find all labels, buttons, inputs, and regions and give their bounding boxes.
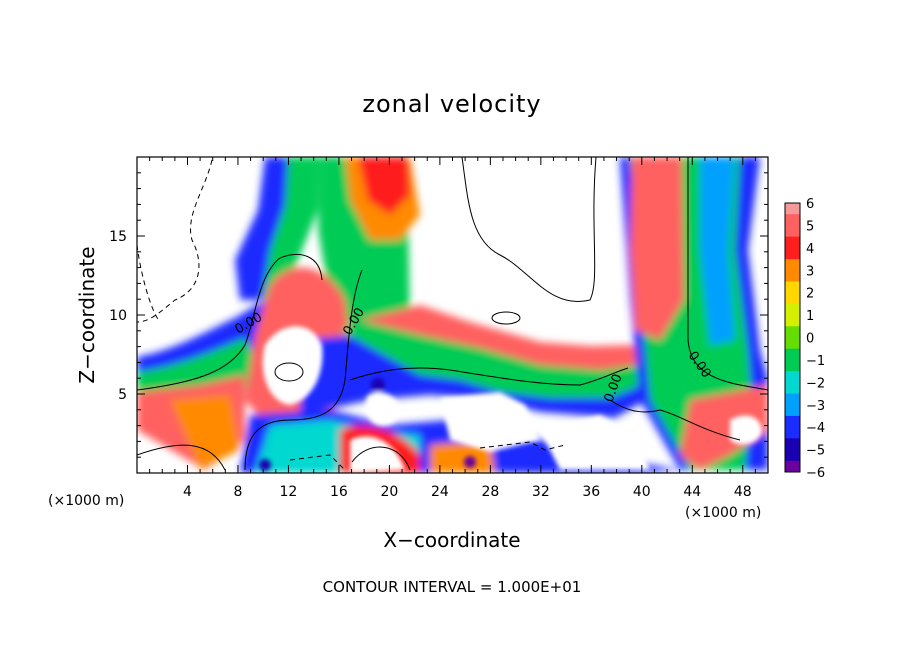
dashed-contours (137, 159, 566, 471)
colorbar-label: −1 (806, 354, 825, 369)
x-tick-labels: 4 8 12 16 20 24 28 32 36 40 44 48 (183, 484, 752, 500)
colorbar-label: 2 (806, 287, 814, 302)
chart-title: zonal velocity (362, 90, 541, 118)
colorbar-label: 6 (806, 197, 814, 212)
colorbar-swatch (785, 348, 800, 361)
x-tick-label: 12 (280, 484, 298, 500)
colorbar-swatch (785, 337, 800, 350)
colorbar-swatch (785, 326, 800, 338)
x-tick-label: 44 (683, 484, 701, 500)
x-axis-unit-right: (×1000 m) (685, 505, 761, 521)
x-tick-label: 36 (582, 484, 600, 500)
colorbar-swatch (785, 438, 800, 451)
colorbar-label: 0 (806, 332, 814, 347)
colorbar-label: −3 (806, 399, 825, 414)
colorbar-swatch (785, 247, 800, 260)
contour-interval-footer: CONTOUR INTERVAL = 1.000E+01 (323, 578, 582, 596)
axis-ticks (137, 157, 768, 473)
colorbar-swatch (785, 214, 800, 226)
colorbar-swatch (785, 460, 800, 473)
x-axis-unit-left: (×1000 m) (48, 493, 124, 509)
colorbar-label: −5 (806, 444, 825, 459)
colorbar-swatch (785, 225, 800, 238)
y-tick-labels: 5 10 15 (109, 229, 127, 403)
colorbar-swatch (785, 270, 800, 282)
colorbar-swatch (785, 303, 800, 316)
colorbar-swatch (785, 259, 800, 271)
colorbar-label: 4 (806, 242, 814, 257)
colorbar-frame (784, 202, 801, 473)
heatmap-field (137, 157, 768, 473)
y-tick-label: 10 (109, 308, 127, 324)
x-tick-label: 16 (330, 484, 348, 500)
contour-lines (137, 157, 768, 471)
colorbar-swatch (785, 236, 800, 249)
x-tick-label: 20 (380, 484, 398, 500)
colorbar-label: 1 (806, 309, 814, 324)
colorbar-swatch (785, 371, 800, 383)
colorbar-label: −4 (806, 421, 825, 436)
colorbar-swatch (785, 393, 800, 406)
x-tick-label: 24 (431, 484, 449, 500)
x-axis-label: X−coordinate (383, 528, 520, 552)
colorbar-swatch (785, 382, 800, 395)
colorbar-swatch (785, 315, 800, 327)
colorbar-label: −6 (806, 466, 825, 481)
colorbar-swatch (785, 427, 800, 439)
y-tick-label: 5 (118, 387, 127, 403)
colorbar-swatch (785, 281, 800, 294)
colorbar-swatch (785, 449, 800, 462)
x-tick-label: 48 (734, 484, 752, 500)
x-tick-label: 32 (532, 484, 550, 500)
y-tick-label: 15 (109, 229, 127, 245)
x-tick-label: 4 (183, 484, 192, 500)
colorbar-swatch (785, 203, 800, 215)
colorbar-label: 3 (806, 264, 814, 279)
colorbar-swatch (785, 292, 800, 305)
y-axis-label: Z−coordinate (75, 246, 99, 383)
colorbar-swatch (785, 404, 800, 417)
x-tick-label: 8 (233, 484, 242, 500)
colorbar-swatch (785, 415, 800, 428)
colorbar: 6 5 4 3 2 1 0 −1 −2 −3 −4 −5 −6 (784, 197, 825, 481)
x-tick-label: 28 (481, 484, 499, 500)
x-tick-label: 40 (633, 484, 651, 500)
colorbar-label: −2 (806, 376, 825, 391)
colorbar-swatch (785, 359, 800, 372)
colorbar-label: 5 (806, 219, 814, 234)
